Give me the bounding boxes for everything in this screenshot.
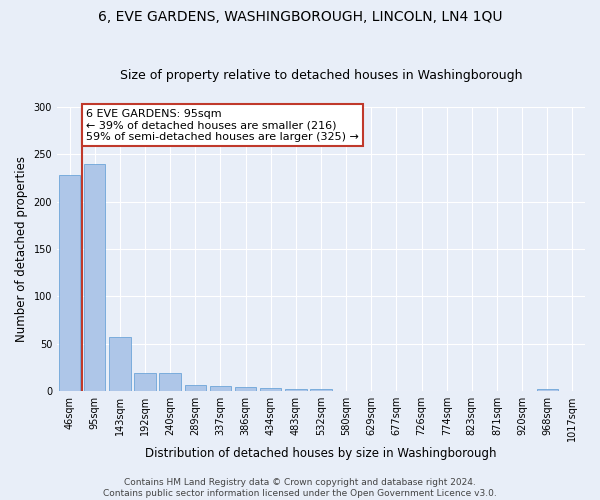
Bar bbox=[210, 386, 231, 391]
Text: Contains HM Land Registry data © Crown copyright and database right 2024.
Contai: Contains HM Land Registry data © Crown c… bbox=[103, 478, 497, 498]
Bar bbox=[285, 390, 307, 391]
Bar bbox=[84, 164, 106, 391]
Bar bbox=[185, 384, 206, 391]
Bar bbox=[134, 373, 156, 391]
Y-axis label: Number of detached properties: Number of detached properties bbox=[15, 156, 28, 342]
Bar bbox=[310, 390, 332, 391]
Bar bbox=[160, 373, 181, 391]
Bar bbox=[109, 337, 131, 391]
Bar bbox=[536, 390, 558, 391]
Text: 6 EVE GARDENS: 95sqm
← 39% of detached houses are smaller (216)
59% of semi-deta: 6 EVE GARDENS: 95sqm ← 39% of detached h… bbox=[86, 108, 359, 142]
Bar bbox=[59, 175, 80, 391]
Title: Size of property relative to detached houses in Washingborough: Size of property relative to detached ho… bbox=[120, 69, 522, 82]
X-axis label: Distribution of detached houses by size in Washingborough: Distribution of detached houses by size … bbox=[145, 447, 497, 460]
Bar bbox=[260, 388, 281, 391]
Bar bbox=[235, 388, 256, 391]
Text: 6, EVE GARDENS, WASHINGBOROUGH, LINCOLN, LN4 1QU: 6, EVE GARDENS, WASHINGBOROUGH, LINCOLN,… bbox=[98, 10, 502, 24]
